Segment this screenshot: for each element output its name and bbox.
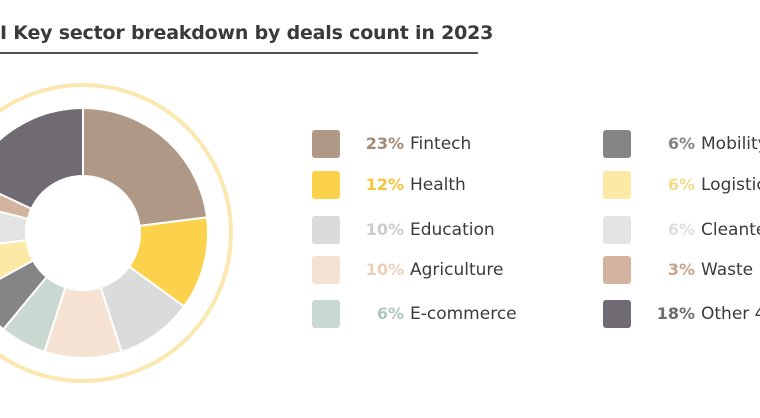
legend-label: E-commerce bbox=[410, 304, 517, 324]
legend-label: Other 4 bbox=[701, 304, 760, 324]
pie-slice-cleante bbox=[0, 210, 30, 245]
legend-percentage: 3% bbox=[667, 260, 695, 279]
legend-swatch bbox=[603, 171, 631, 199]
legend-percentage: 6% bbox=[667, 134, 695, 153]
legend-label: Waste M bbox=[701, 260, 760, 280]
legend-label: Education bbox=[410, 220, 495, 240]
legend-swatch bbox=[312, 256, 340, 284]
legend-label: Cleante bbox=[701, 220, 760, 240]
legend-percentage: 18% bbox=[656, 304, 695, 323]
pie-slice-mobility bbox=[0, 259, 49, 331]
legend-percentage: 23% bbox=[365, 134, 404, 153]
legend-percentage: 12% bbox=[365, 175, 404, 194]
legend-percentage: 6% bbox=[667, 220, 695, 239]
pie-slice-other-4 bbox=[0, 106, 84, 211]
legend-percentage: 10% bbox=[365, 260, 404, 279]
legend-label: Mobility bbox=[701, 134, 760, 154]
legend-percentage: 10% bbox=[365, 220, 404, 239]
legend-label: Logistic bbox=[701, 175, 760, 195]
title-underline bbox=[0, 52, 478, 54]
legend-label: Health bbox=[410, 175, 466, 195]
legend-swatch bbox=[603, 216, 631, 244]
legend-swatch bbox=[603, 256, 631, 284]
pie-slice-fintech bbox=[82, 106, 209, 227]
legend-swatch bbox=[312, 171, 340, 199]
legend-label: Agriculture bbox=[410, 260, 504, 280]
legend-label: Fintech bbox=[410, 134, 472, 154]
chart-title: I Key sector breakdown by deals count in… bbox=[0, 22, 494, 44]
pie-slice-logistic bbox=[0, 239, 35, 280]
legend-percentage: 6% bbox=[376, 304, 404, 323]
legend-swatch bbox=[603, 130, 631, 158]
legend-swatch bbox=[312, 300, 340, 328]
legend-swatch bbox=[312, 130, 340, 158]
outer-ring bbox=[0, 83, 233, 383]
legend-percentage: 6% bbox=[667, 175, 695, 194]
legend-swatch bbox=[312, 216, 340, 244]
legend-swatch bbox=[603, 300, 631, 328]
